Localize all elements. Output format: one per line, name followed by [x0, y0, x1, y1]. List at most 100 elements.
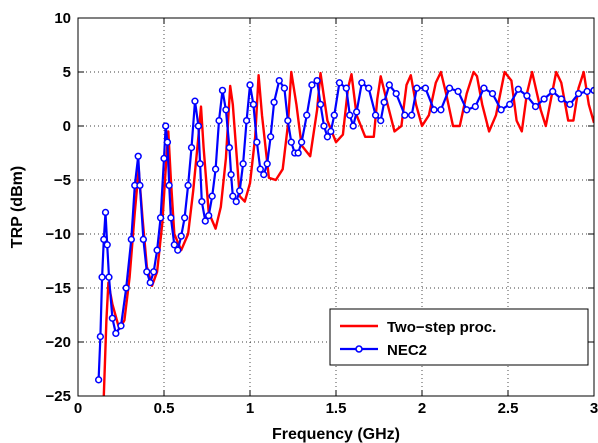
x-tick-label: 1.5	[326, 400, 347, 417]
data-point	[297, 138, 306, 146]
data-point	[392, 89, 400, 98]
data-point	[105, 273, 113, 281]
data-point	[150, 268, 158, 276]
data-point	[506, 100, 514, 109]
data-point	[335, 79, 344, 87]
data-point	[180, 214, 189, 222]
data-point	[380, 98, 388, 106]
data-point	[211, 165, 220, 173]
x-tick-label: 2.5	[498, 400, 519, 417]
data-point	[437, 106, 445, 114]
data-point	[540, 95, 548, 103]
data-point	[205, 211, 213, 220]
data-point	[143, 268, 151, 276]
data-point	[122, 284, 130, 292]
y-tick-label: −15	[46, 280, 71, 297]
y-tick-label: −20	[46, 334, 71, 351]
data-point	[165, 181, 173, 190]
data-point	[352, 108, 361, 116]
legend-label-nec2: NEC2	[387, 342, 427, 359]
x-tick-label: 2	[418, 400, 426, 417]
data-point	[284, 116, 292, 125]
x-axis-label: Frequency (GHz)	[272, 426, 400, 443]
legend-marker-nec2	[355, 345, 363, 353]
data-point	[249, 100, 258, 109]
data-point	[94, 376, 103, 384]
x-tick-label: 0.5	[154, 400, 175, 417]
data-point	[549, 87, 557, 96]
data-point	[280, 84, 289, 92]
data-point	[218, 86, 227, 95]
data-point	[215, 116, 223, 125]
data-point	[488, 89, 497, 98]
tick-labels: 0 0.5 1 1.5 2 2.5 3 −25 −20 −15 −10 −5 0 5 10	[46, 10, 598, 417]
data-point	[242, 116, 251, 125]
data-point	[187, 143, 196, 152]
ticks	[77, 17, 595, 397]
data-point	[583, 87, 591, 96]
x-tick-label: 0	[74, 400, 82, 417]
x-tick-label: 1	[246, 400, 254, 417]
data-point	[275, 76, 283, 85]
data-point	[162, 122, 170, 130]
data-point	[365, 84, 373, 92]
x-tick-label: 3	[590, 400, 598, 417]
data-point	[471, 102, 479, 111]
data-point	[139, 235, 148, 244]
data-point	[430, 106, 438, 114]
data-point	[232, 197, 240, 206]
data-point	[377, 116, 385, 125]
data-point	[98, 273, 106, 281]
data-point	[170, 241, 178, 249]
data-point	[371, 111, 380, 119]
y-tick-label: −25	[46, 388, 71, 405]
data-point	[222, 106, 230, 114]
y-tick-label: 5	[63, 64, 71, 81]
data-point	[316, 100, 325, 109]
legend: Two−step proc. NEC2	[329, 308, 589, 366]
data-point	[445, 84, 454, 92]
data-point	[480, 84, 488, 92]
data-point	[177, 232, 185, 240]
y-tick-label: −10	[46, 226, 71, 243]
data-point	[294, 149, 302, 157]
y-tick-label: 10	[54, 10, 71, 27]
data-point	[327, 127, 335, 136]
data-point	[531, 102, 540, 111]
data-point	[167, 214, 175, 222]
data-point	[421, 84, 430, 92]
data-point	[358, 79, 366, 87]
data-point	[349, 122, 357, 130]
data-point	[134, 152, 142, 160]
data-point	[196, 160, 204, 168]
data-point	[346, 111, 354, 119]
data-point	[156, 214, 165, 222]
data-point	[263, 160, 271, 168]
data-point	[101, 208, 110, 217]
data-point	[136, 181, 144, 190]
data-point	[239, 160, 247, 168]
series-layer	[94, 70, 594, 396]
data-point	[227, 170, 235, 179]
data-point	[127, 235, 135, 244]
data-point	[413, 84, 421, 92]
data-point	[174, 246, 182, 254]
data-point	[266, 133, 275, 141]
data-point	[100, 235, 108, 244]
data-point	[523, 92, 531, 100]
data-point	[225, 143, 234, 152]
data-point	[454, 87, 462, 96]
data-point	[208, 192, 216, 200]
data-point	[96, 332, 105, 341]
data-point	[574, 89, 583, 98]
data-point	[112, 329, 120, 338]
data-point	[253, 138, 261, 146]
data-point	[566, 100, 574, 109]
data-point	[308, 81, 316, 89]
data-point	[236, 187, 244, 195]
data-point	[103, 241, 111, 249]
data-point	[463, 106, 471, 114]
data-point	[256, 165, 264, 173]
